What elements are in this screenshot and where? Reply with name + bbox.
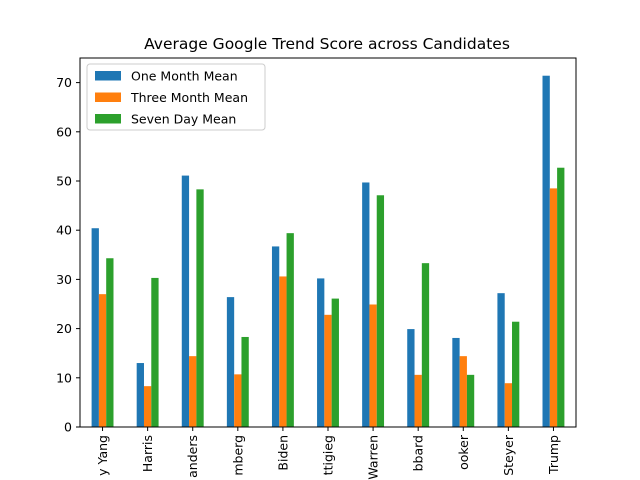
- bar: [504, 383, 513, 427]
- x-tick-label: Warren: [366, 435, 381, 480]
- x-tick-label: Biden: [275, 435, 290, 471]
- axes-layer: 0 10 20 30 40 50 60 70 y Yang Harris anders mberg Bi…: [56, 57, 577, 480]
- bar: [452, 337, 460, 427]
- bar: [241, 336, 249, 427]
- chart-title: Average Google Trend Score across Candid…: [144, 35, 510, 53]
- bar: [459, 356, 467, 427]
- x-tick-label: Trump: [546, 435, 561, 475]
- bar: [324, 314, 332, 427]
- bar: [151, 277, 159, 427]
- bar: [549, 188, 558, 427]
- bar: [226, 297, 235, 427]
- legend: One Month Mean Three Month Mean Seven Day …: [86, 63, 266, 131]
- bar: [466, 374, 475, 427]
- bar: [136, 363, 144, 427]
- legend-label: One Month Mean: [131, 69, 238, 84]
- bar: [181, 175, 190, 427]
- bar: [362, 182, 370, 427]
- bar: [369, 304, 377, 427]
- y-tick-label: 10: [56, 370, 72, 385]
- y-tick-label: 20: [56, 321, 72, 336]
- bar: [234, 374, 242, 427]
- legend-label: Three Month Mean: [130, 90, 248, 105]
- bar: [279, 276, 287, 427]
- bar: [414, 374, 422, 427]
- bar: [557, 167, 565, 427]
- x-tick-label: bbard: [411, 435, 426, 471]
- legend-swatch: [95, 92, 121, 102]
- y-tick-label: 60: [56, 124, 72, 139]
- bar: [317, 278, 325, 427]
- legend-swatch: [95, 114, 121, 124]
- bar: [91, 228, 99, 427]
- bar: [271, 246, 280, 427]
- x-tick-label: Steyer: [501, 434, 516, 476]
- y-tick-label: 30: [56, 272, 72, 287]
- legend-swatch: [95, 71, 121, 81]
- x-tick-label: ooker: [456, 434, 471, 470]
- bars-layer: [91, 75, 565, 427]
- bar: [106, 258, 114, 427]
- y-tick-label: 40: [56, 223, 72, 238]
- x-tick-label: y Yang: [95, 435, 110, 476]
- y-tick-label: 70: [56, 75, 72, 90]
- bar: [421, 263, 430, 427]
- x-tick-label: anders: [185, 435, 200, 478]
- bar: [98, 294, 107, 427]
- bar: [542, 75, 550, 427]
- x-tick-label: ttigieg: [321, 435, 336, 475]
- bar: [407, 329, 415, 427]
- bar: [512, 321, 520, 427]
- legend-box: [86, 63, 266, 131]
- bar: [376, 195, 385, 427]
- legend-label: Seven Day Mean: [131, 112, 236, 127]
- x-tick-label: mberg: [230, 435, 245, 476]
- bar: [196, 189, 204, 427]
- x-tick-label: Harris: [140, 435, 155, 472]
- bar: [143, 386, 152, 427]
- bar: [497, 293, 505, 427]
- y-tick-label: 0: [64, 420, 72, 435]
- bar: [331, 298, 339, 427]
- bar: [189, 356, 197, 427]
- bar: [286, 233, 294, 427]
- y-tick-label: 50: [56, 174, 72, 189]
